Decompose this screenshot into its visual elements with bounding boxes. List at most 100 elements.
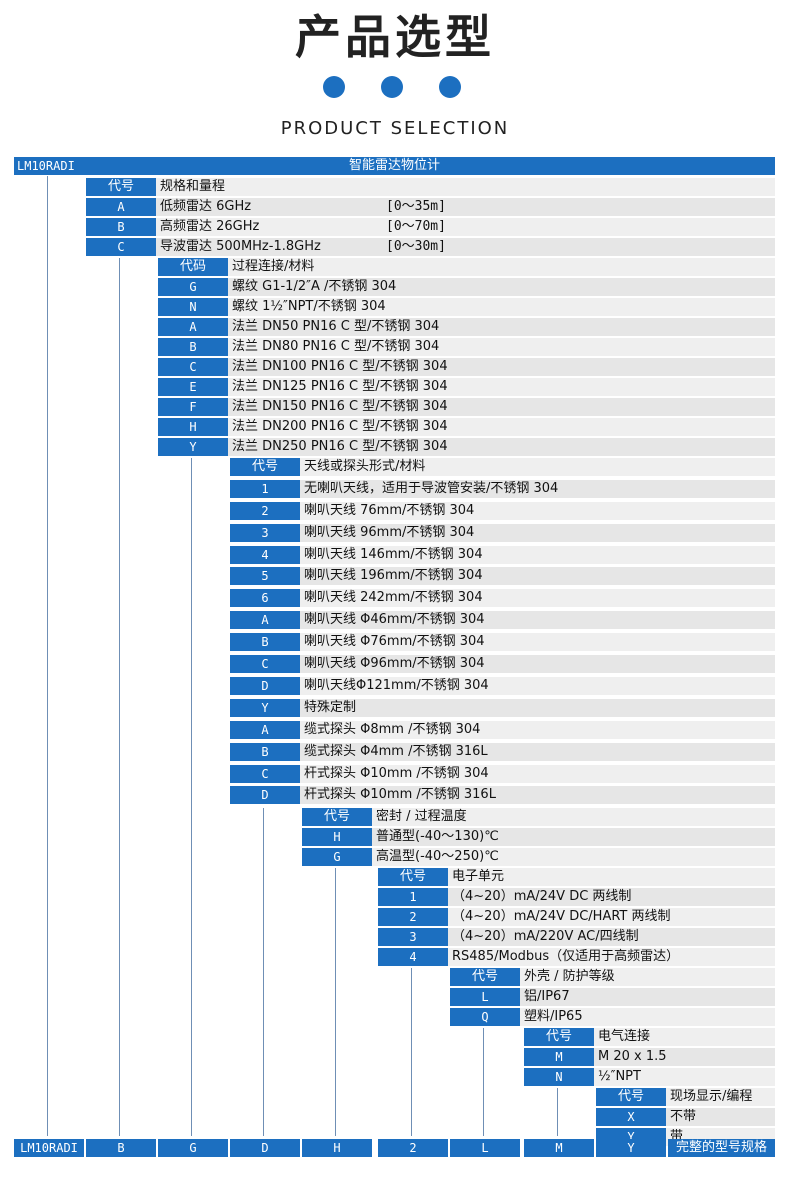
section-title: 现场显示/编程 bbox=[670, 1089, 753, 1105]
option-description: 喇叭天线 146mm/不锈钢 304 bbox=[304, 547, 483, 562]
footer-code: H bbox=[302, 1139, 372, 1157]
section-code-label: 代码 bbox=[158, 258, 228, 276]
option-code: Y bbox=[158, 438, 228, 456]
top-bar: 智能雷达物位计 LM10RADI bbox=[14, 157, 775, 175]
section-header-row: 代码 过程连接/材料 bbox=[158, 258, 775, 276]
footer-code: G bbox=[158, 1139, 228, 1157]
footer-code: B bbox=[86, 1139, 156, 1157]
option-code: G bbox=[158, 278, 228, 296]
option-row: Y 特殊定制 bbox=[230, 699, 775, 717]
option-code: C bbox=[86, 238, 156, 256]
option-description: 法兰 DN50 PN16 C 型/不锈钢 304 bbox=[232, 319, 440, 334]
option-code: B bbox=[158, 338, 228, 356]
option-row: Y 法兰 DN250 PN16 C 型/不锈钢 304 bbox=[158, 438, 775, 456]
option-description: （4~20）mA/24V DC 两线制 bbox=[452, 889, 632, 904]
option-row: Q 塑料/IP65 bbox=[450, 1008, 775, 1026]
option-row: 6 喇叭天线 242mm/不锈钢 304 bbox=[230, 589, 775, 607]
option-description: （4~20）mA/220V AC/四线制 bbox=[452, 929, 639, 944]
option-description: 喇叭天线 96mm/不锈钢 304 bbox=[304, 525, 475, 540]
option-row: A 喇叭天线 Φ46mm/不锈钢 304 bbox=[230, 611, 775, 629]
section-code-label: 代号 bbox=[86, 178, 156, 196]
option-row: C 喇叭天线 Φ96mm/不锈钢 304 bbox=[230, 655, 775, 673]
option-description: 喇叭天线 196mm/不锈钢 304 bbox=[304, 568, 483, 583]
option-description: M 20 x 1.5 bbox=[598, 1049, 667, 1064]
option-description: 导波雷达 500MHz-1.8GHz bbox=[160, 239, 321, 254]
section-code-label: 代号 bbox=[230, 458, 300, 476]
option-code: G bbox=[302, 848, 372, 866]
footer-base-code: LM10RADI bbox=[14, 1139, 84, 1157]
connector-line bbox=[483, 1028, 484, 1136]
option-row: D 喇叭天线Φ121mm/不锈钢 304 bbox=[230, 677, 775, 695]
option-code: 4 bbox=[378, 948, 448, 966]
option-row: B 缆式探头 Φ4mm /不锈钢 316L bbox=[230, 743, 775, 761]
option-row: 1 无喇叭天线，适用于导波管安装/不锈钢 304 bbox=[230, 480, 775, 498]
option-code: C bbox=[158, 358, 228, 376]
option-code: B bbox=[230, 743, 300, 761]
option-code: M bbox=[524, 1048, 594, 1066]
section-code-label: 代号 bbox=[596, 1088, 666, 1107]
option-description: 高温型(-40～250)℃ bbox=[376, 849, 499, 864]
section-title: 规格和量程 bbox=[160, 179, 226, 194]
option-row: G 高温型(-40～250)℃ bbox=[302, 848, 775, 866]
option-code: H bbox=[302, 828, 372, 846]
section-header-row: 代号 规格和量程 bbox=[86, 178, 775, 196]
option-description: 缆式探头 Φ8mm /不锈钢 304 bbox=[304, 722, 481, 737]
option-code: 2 bbox=[230, 502, 300, 520]
option-row: A 法兰 DN50 PN16 C 型/不锈钢 304 bbox=[158, 318, 775, 336]
option-row: C 导波雷达 500MHz-1.8GHz [0～30m] bbox=[86, 238, 775, 256]
section-title: 外壳 / 防护等级 bbox=[524, 969, 615, 985]
option-row: X 不带 bbox=[596, 1108, 775, 1126]
option-row: 4 喇叭天线 146mm/不锈钢 304 bbox=[230, 546, 775, 564]
option-code: 4 bbox=[230, 546, 300, 564]
option-description: 螺纹 1½″NPT/不锈钢 304 bbox=[232, 299, 386, 314]
footer-label: 完整的型号规格 bbox=[668, 1139, 775, 1157]
option-code: 1 bbox=[378, 888, 448, 906]
option-description: 杆式探头 Φ10mm /不锈钢 304 bbox=[304, 766, 489, 781]
option-description: 特殊定制 bbox=[304, 700, 357, 715]
option-code: H bbox=[158, 418, 228, 436]
section-header-row: 代号 现场显示/编程 bbox=[596, 1088, 775, 1107]
top-bar-code: LM10RADI bbox=[17, 159, 75, 173]
option-code: D bbox=[230, 786, 300, 804]
option-description: 法兰 DN200 PN16 C 型/不锈钢 304 bbox=[232, 419, 448, 434]
section-header-row: 代号 密封 / 过程温度 bbox=[302, 808, 775, 827]
section-code-label: 代号 bbox=[302, 808, 372, 827]
connector-line bbox=[191, 458, 192, 1136]
section-header-row: 代号 电气连接 bbox=[524, 1028, 775, 1047]
option-row: C 杆式探头 Φ10mm /不锈钢 304 bbox=[230, 765, 775, 783]
connector-line bbox=[263, 808, 264, 1136]
option-description: 螺纹 G1-1/2″A /不锈钢 304 bbox=[232, 279, 397, 294]
option-range: [0～30m] bbox=[386, 239, 446, 254]
option-row: C 法兰 DN100 PN16 C 型/不锈钢 304 bbox=[158, 358, 775, 376]
option-description: 喇叭天线 242mm/不锈钢 304 bbox=[304, 590, 483, 605]
option-code: A bbox=[86, 198, 156, 216]
section-code-label: 代号 bbox=[450, 968, 520, 987]
footer-code: 2 bbox=[378, 1139, 448, 1157]
option-code: A bbox=[158, 318, 228, 336]
option-description: 杆式探头 Φ10mm /不锈钢 316L bbox=[304, 787, 496, 802]
option-description: ½″NPT bbox=[598, 1069, 641, 1084]
option-description: 无喇叭天线，适用于导波管安装/不锈钢 304 bbox=[304, 481, 559, 496]
section-title: 天线或探头形式/材料 bbox=[304, 459, 426, 474]
option-row: 3 （4~20）mA/220V AC/四线制 bbox=[378, 928, 775, 946]
section-code-label: 代号 bbox=[524, 1028, 594, 1047]
option-code: N bbox=[158, 298, 228, 316]
option-range: [0～35m] bbox=[386, 199, 446, 214]
section-title: 电气连接 bbox=[598, 1029, 651, 1045]
option-row: D 杆式探头 Φ10mm /不锈钢 316L bbox=[230, 786, 775, 804]
footer-code: L bbox=[450, 1139, 520, 1157]
option-code: 5 bbox=[230, 567, 300, 585]
connector-line bbox=[411, 968, 412, 1136]
option-code: 6 bbox=[230, 589, 300, 607]
option-code: 3 bbox=[378, 928, 448, 946]
option-row: N 螺纹 1½″NPT/不锈钢 304 bbox=[158, 298, 775, 316]
option-description: 法兰 DN125 PN16 C 型/不锈钢 304 bbox=[232, 379, 448, 394]
section-header-row: 代号 外壳 / 防护等级 bbox=[450, 968, 775, 987]
option-code: B bbox=[86, 218, 156, 236]
option-code: A bbox=[230, 721, 300, 739]
option-description: 低频雷达 6GHz bbox=[160, 199, 252, 214]
footer-code: D bbox=[230, 1139, 300, 1157]
option-row: 1 （4~20）mA/24V DC 两线制 bbox=[378, 888, 775, 906]
option-row: N ½″NPT bbox=[524, 1068, 775, 1086]
option-description: RS485/Modbus（仅适用于高频雷达） bbox=[452, 949, 680, 964]
